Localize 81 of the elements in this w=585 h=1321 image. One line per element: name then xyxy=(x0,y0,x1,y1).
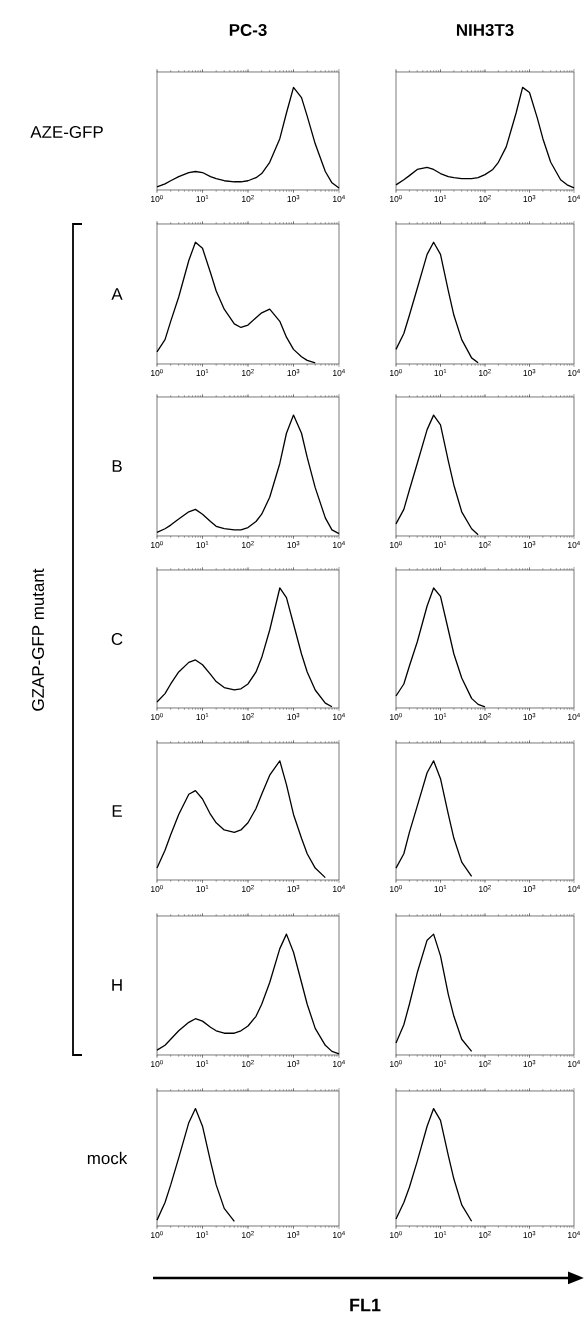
x-tick-label: 10$^{3}$ xyxy=(523,1231,536,1239)
x-tick-label: 10$^{4}$ xyxy=(333,541,345,548)
x-tick-label: 10$^{2}$ xyxy=(479,713,491,721)
x-tick-label: 10$^{3}$ xyxy=(523,1060,536,1068)
x-tick-label: 10$^{2}$ xyxy=(479,885,491,893)
x-tick-label: 10$^{1}$ xyxy=(196,1060,209,1067)
x-tick-label: 10$^{0}$ xyxy=(151,885,163,893)
y-axis-title: C xyxy=(111,632,123,645)
x-tick-label: 10$^{4}$ xyxy=(568,195,580,202)
x-tick-label: 10$^{0}$ xyxy=(151,541,163,549)
x-tick-label: 10$^{1}$ xyxy=(196,885,209,892)
x-tick-label: 10$^{1}$ xyxy=(434,369,447,376)
y-axis-title: B xyxy=(112,460,122,472)
x-tick-label: 10$^{3}$ xyxy=(523,713,536,721)
x-tick-label: 10$^{2}$ xyxy=(479,1060,491,1068)
x-tick-label: 10$^{2}$ xyxy=(479,1231,491,1239)
x-tick-label: 10$^{0}$ xyxy=(390,713,402,721)
x-tick-label: 10$^{1}$ xyxy=(434,195,447,202)
x-tick-label: 10$^{3}$ xyxy=(287,1231,300,1239)
chart-title: NIH3T3 xyxy=(456,23,514,36)
x-tick-label: 10$^{1}$ xyxy=(196,541,209,548)
x-tick-label: 10$^{0}$ xyxy=(151,1060,163,1068)
x-tick-label: 10$^{0}$ xyxy=(390,369,402,377)
x-tick-label: 10$^{0}$ xyxy=(390,885,402,893)
x-tick-label: 10$^{4}$ xyxy=(568,713,580,720)
x-tick-label: 10$^{1}$ xyxy=(196,369,209,376)
x-tick-label: 10$^{3}$ xyxy=(287,885,300,893)
x-tick-label: 10$^{1}$ xyxy=(434,885,447,892)
x-tick-label: 10$^{3}$ xyxy=(287,195,300,203)
x-tick-label: 10$^{0}$ xyxy=(151,1231,163,1239)
x-tick-label: 10$^{2}$ xyxy=(479,195,491,203)
x-tick-label: 10$^{0}$ xyxy=(390,541,402,549)
x-tick-label: 10$^{3}$ xyxy=(523,885,536,893)
text: GZAP-GFP mutant xyxy=(32,568,44,711)
x-tick-label: 10$^{3}$ xyxy=(523,541,536,549)
x-tick-label: 10$^{2}$ xyxy=(479,369,491,377)
x-tick-label: 10$^{1}$ xyxy=(196,195,209,202)
y-axis-title: mock xyxy=(87,1151,128,1165)
x-tick-label: 10$^{0}$ xyxy=(390,1231,402,1239)
x-tick-label: 10$^{2}$ xyxy=(242,1231,254,1239)
x-tick-label: 10$^{4}$ xyxy=(568,1231,580,1238)
x-tick-label: 10$^{0}$ xyxy=(390,195,402,203)
x-tick-label: 10$^{2}$ xyxy=(242,541,254,549)
x-tick-label: 10$^{3}$ xyxy=(523,369,536,377)
x-tick-label: 10$^{2}$ xyxy=(242,369,254,377)
x-tick-label: 10$^{4}$ xyxy=(333,1231,345,1238)
x-tick-label: 10$^{4}$ xyxy=(333,885,345,892)
x-tick-label: 10$^{3}$ xyxy=(287,369,300,377)
y-axis-title: A xyxy=(111,288,123,300)
x-tick-label: 10$^{1}$ xyxy=(196,1231,209,1238)
x-tick-label: 10$^{4}$ xyxy=(333,713,345,720)
x-tick-label: 10$^{0}$ xyxy=(151,713,163,721)
x-tick-label: 10$^{3}$ xyxy=(287,713,300,721)
chart-title: PC-3 xyxy=(229,23,267,36)
x-tick-label: 10$^{4}$ xyxy=(568,885,580,892)
y-axis-title: E xyxy=(112,805,122,817)
x-tick-label: 10$^{1}$ xyxy=(434,1060,447,1067)
x-tick-label: 10$^{4}$ xyxy=(568,541,580,548)
x-tick-label: 10$^{4}$ xyxy=(568,1060,580,1067)
x-tick-label: 10$^{1}$ xyxy=(196,713,209,720)
x-tick-label: 10$^{0}$ xyxy=(151,195,163,203)
text: FL1 xyxy=(350,1298,381,1312)
x-tick-label: 10$^{1}$ xyxy=(434,541,447,548)
x-tick-label: 10$^{2}$ xyxy=(242,713,254,721)
x-tick-label: 10$^{2}$ xyxy=(242,195,254,203)
x-tick-label: 10$^{1}$ xyxy=(434,713,447,720)
x-tick-label: 10$^{0}$ xyxy=(390,1060,402,1068)
x-tick-label: 10$^{3}$ xyxy=(287,1060,300,1068)
y-axis-title: AZE-GFP xyxy=(30,126,103,138)
x-tick-label: 10$^{0}$ xyxy=(151,369,163,377)
x-tick-label: 10$^{4}$ xyxy=(568,369,580,376)
x-tick-label: 10$^{4}$ xyxy=(333,195,345,202)
x-tick-label: 10$^{4}$ xyxy=(333,369,345,376)
x-tick-label: 10$^{1}$ xyxy=(434,1231,447,1238)
y-axis-title: H xyxy=(112,979,122,991)
x-tick-label: 10$^{4}$ xyxy=(333,1060,345,1067)
x-tick-label: 10$^{2}$ xyxy=(242,1060,254,1068)
x-tick-label: 10$^{3}$ xyxy=(287,541,300,549)
x-tick-label: 10$^{2}$ xyxy=(479,541,491,549)
x-tick-label: 10$^{2}$ xyxy=(242,885,254,893)
x-tick-label: 10$^{3}$ xyxy=(523,195,536,203)
